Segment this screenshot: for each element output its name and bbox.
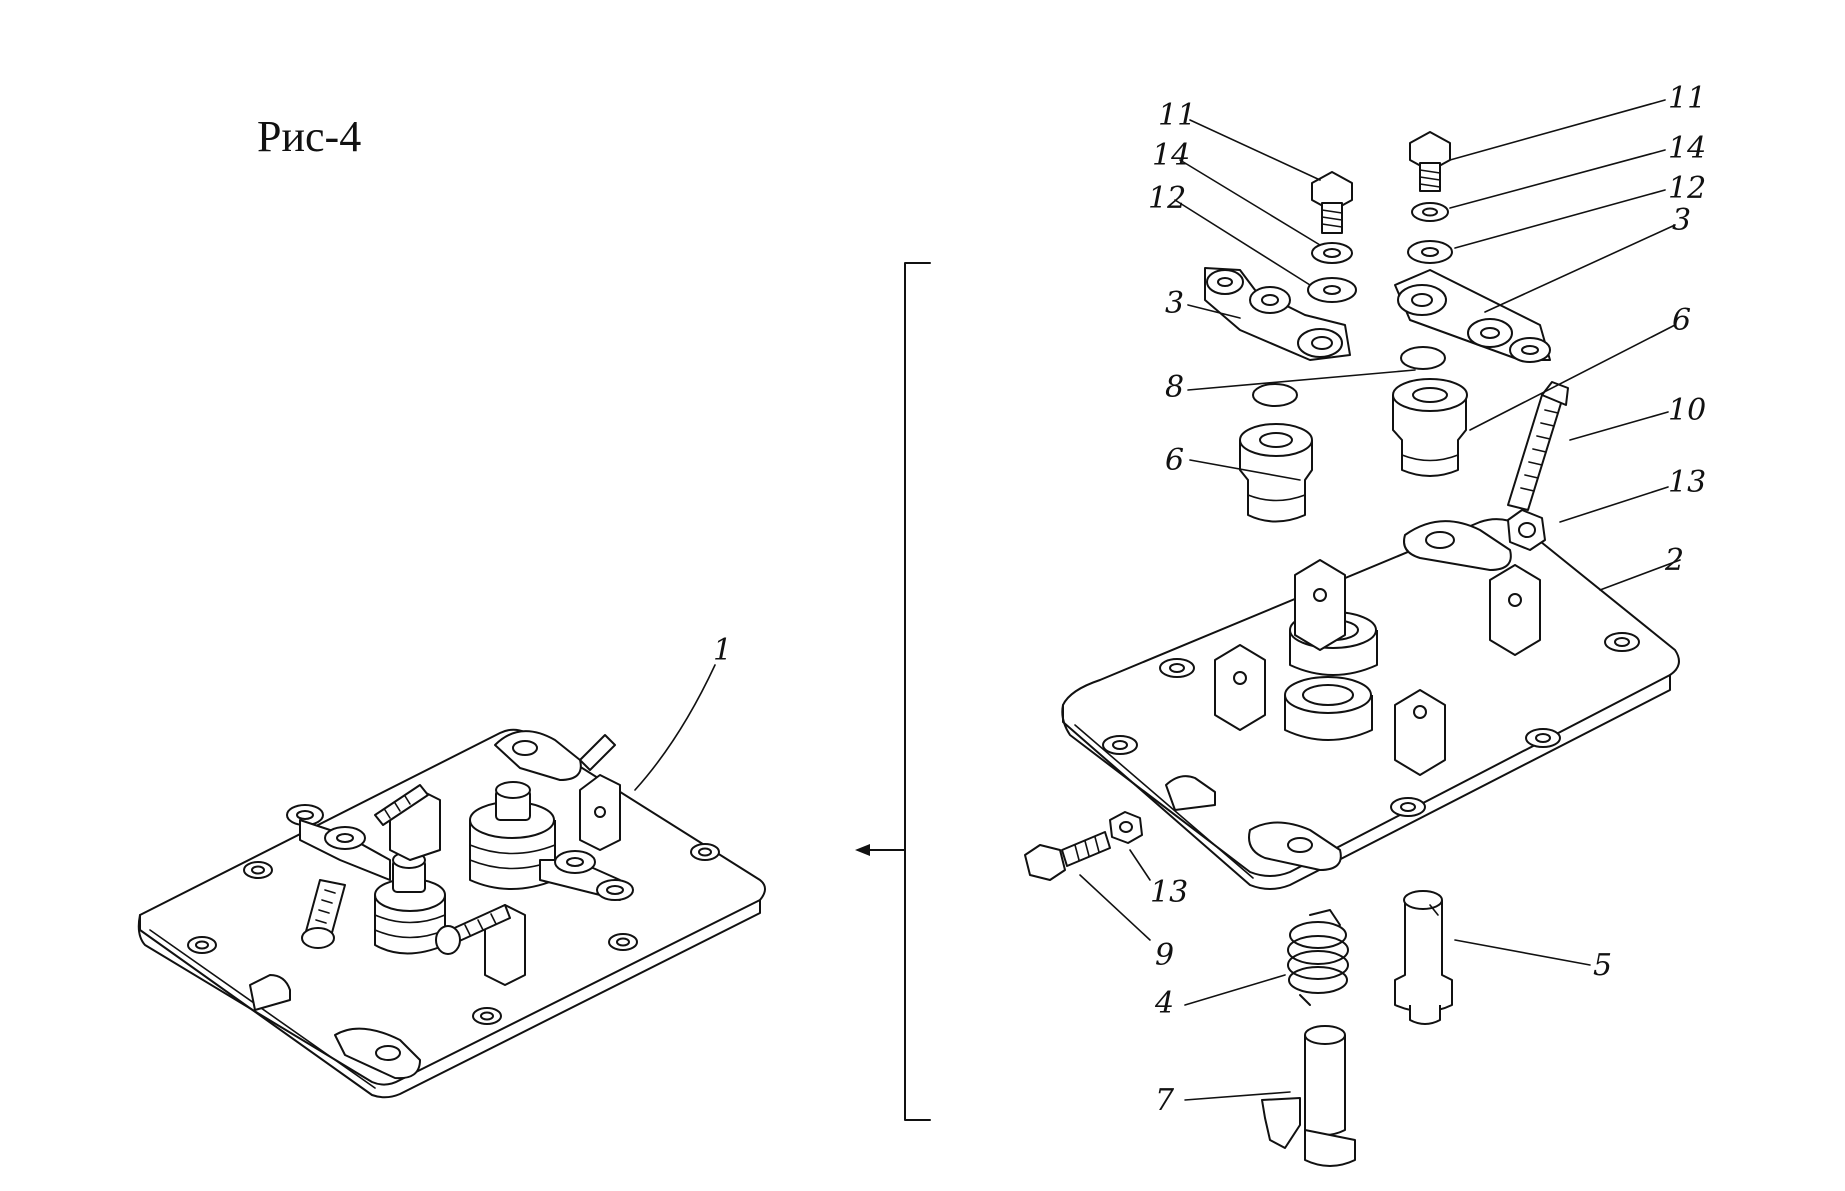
callout-3-right: 3	[1672, 203, 1691, 238]
callout-13-lower: 13	[1150, 875, 1188, 910]
callout-3-left: 3	[1165, 286, 1184, 321]
part-8-oring-left	[1252, 383, 1298, 407]
callout-11-left: 11	[1158, 98, 1196, 133]
callout-14-right: 14	[1668, 131, 1706, 166]
callout-12-right: 12	[1668, 171, 1706, 206]
callout-12-left: 12	[1148, 181, 1186, 216]
callout-4: 4	[1154, 986, 1174, 1021]
part-13-nut-upper	[1507, 509, 1546, 551]
part-11-bolt-right	[1409, 131, 1451, 192]
callout-1: 1	[713, 633, 732, 668]
callout-6-right: 6	[1672, 303, 1691, 338]
part-2-plate	[1061, 518, 1680, 890]
callout-7: 7	[1155, 1083, 1175, 1118]
part-7-latch	[1261, 1025, 1356, 1167]
part-3-lever-right	[1394, 269, 1551, 363]
part-4-spring	[1287, 909, 1349, 1006]
part-10-stud	[1507, 381, 1569, 511]
callout-14-left: 14	[1152, 138, 1190, 173]
part-11-bolt-left	[1311, 171, 1353, 234]
part-13-nut-lower	[1109, 811, 1143, 844]
leader-1	[634, 664, 716, 791]
part-14-lockwasher-left	[1311, 242, 1353, 264]
part-12-washer-left	[1307, 277, 1357, 303]
leader-lines	[1079, 99, 1681, 1101]
part-6-bushing-right	[1392, 378, 1468, 477]
part-3-lever-left	[1204, 267, 1351, 361]
callout-11-right: 11	[1668, 81, 1706, 116]
part-12-washer-right	[1407, 240, 1453, 264]
callout-9: 9	[1155, 938, 1174, 973]
exploded-bracket	[855, 262, 931, 1121]
part-9-bolt	[1024, 831, 1111, 881]
callout-10: 10	[1668, 393, 1706, 428]
callout-6-left: 6	[1165, 443, 1184, 478]
part-14-lockwasher-right	[1411, 202, 1449, 222]
part-8-oring-right	[1400, 346, 1446, 370]
callout-2: 2	[1664, 543, 1684, 578]
callout-13-upper: 13	[1668, 465, 1706, 500]
figure-title: Рис-4	[257, 112, 361, 161]
callout-8: 8	[1165, 370, 1184, 405]
callout-5: 5	[1593, 948, 1612, 983]
part-6-bushing-left	[1239, 423, 1313, 523]
part-5-pin	[1394, 890, 1453, 1025]
assembled-unit	[137, 728, 766, 1099]
